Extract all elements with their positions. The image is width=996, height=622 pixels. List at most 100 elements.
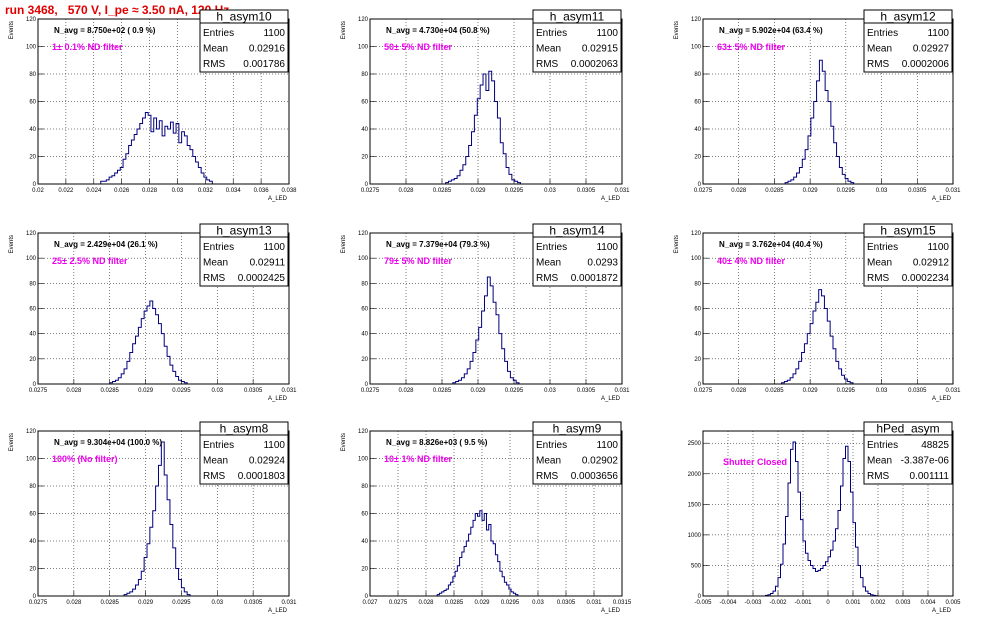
y-tick-label: 80 xyxy=(361,484,368,490)
stats-value: -3.387e-06 xyxy=(901,456,950,467)
stats-key: RMS xyxy=(203,59,226,70)
n-avg-label: N_avg = 2.429e+04 (26.1 %) xyxy=(54,240,158,249)
n-avg-label: N_avg = 8.750e+02 ( 0.9 %) xyxy=(54,26,156,35)
stats-key: Mean xyxy=(203,258,228,269)
x-tick-label: 0.001 xyxy=(845,600,861,606)
x-tick-label: 0.0305 xyxy=(577,388,596,394)
x-tick-label: 0.0295 xyxy=(505,388,524,394)
x-tick-label: 0.0295 xyxy=(837,188,856,194)
stats-value: 1100 xyxy=(596,28,618,39)
x-tick-label: 0.0275 xyxy=(29,388,48,394)
histogram-h_asym11 xyxy=(445,70,521,184)
x-tick-label: 0.028 xyxy=(142,188,158,194)
x-tick-label: 0.03 xyxy=(876,388,888,394)
stats-box xyxy=(199,236,289,287)
x-axis-label: A_LED xyxy=(268,396,288,402)
x-tick-label: 0.036 xyxy=(254,188,270,194)
panel-hPed_asym: -0.005 -0.004 -0.003 -0.002 -0.001 0 0.001 0.00… xyxy=(688,421,961,614)
filter-label: 40± 4% ND filter xyxy=(717,256,785,266)
stats-key: Mean xyxy=(203,44,228,55)
stats-histogram-name: h_asym13 xyxy=(216,224,272,238)
stats-key: Entries xyxy=(536,440,567,451)
panel-h_asym11: 0.0275 0.028 0.0285 0.029 0.0295 0.03 0.0305 0.… xyxy=(341,9,630,202)
x-axis-label: A_LED xyxy=(932,608,952,614)
stats-histogram-name: h_asym8 xyxy=(220,422,269,436)
x-axis-label: A_LED xyxy=(932,196,952,202)
histogram-h_asym15 xyxy=(781,289,854,384)
x-tick-label: 0.03 xyxy=(876,188,888,194)
y-axis-label: Events xyxy=(341,235,347,253)
x-axis-label: A_LED xyxy=(268,196,288,202)
stats-key: Mean xyxy=(536,258,561,269)
stats-key: RMS xyxy=(203,273,226,284)
stats-value: 1100 xyxy=(927,28,949,39)
stats-histogram-name: h_asym11 xyxy=(550,10,605,24)
histogram-h_asym8 xyxy=(123,441,191,596)
stats-value: 0.0293 xyxy=(587,258,618,269)
y-tick-label: 40 xyxy=(361,127,368,133)
x-tick-label: 0.0295 xyxy=(501,600,520,606)
y-tick-label: 100 xyxy=(358,457,369,463)
y-tick-label: 60 xyxy=(29,100,36,106)
x-axis-label: A_LED xyxy=(268,608,288,614)
y-tick-label: 20 xyxy=(29,357,36,363)
x-tick-label: 0.029 xyxy=(470,388,486,394)
x-tick-label: 0.031 xyxy=(281,600,297,606)
x-tick-label: 0.03 xyxy=(532,600,544,606)
y-tick-label: 60 xyxy=(694,307,701,313)
stats-value: 0.02915 xyxy=(582,44,619,55)
panel-h_asym9: 0.027 0.0275 0.028 0.0285 0.029 0.0295 0.03 0.0… xyxy=(341,421,632,614)
y-tick-label: 40 xyxy=(361,539,368,545)
y-tick-label: 20 xyxy=(694,357,701,363)
y-tick-label: 0 xyxy=(365,382,369,388)
y-tick-label: 80 xyxy=(361,281,368,287)
x-tick-label: 0.0285 xyxy=(101,600,120,606)
y-tick-label: 0 xyxy=(33,182,37,188)
y-tick-label: 0 xyxy=(698,594,702,600)
stats-value: 0.02916 xyxy=(249,44,286,55)
x-tick-label: 0.029 xyxy=(138,600,154,606)
stats-value: 1100 xyxy=(596,242,618,253)
y-axis-label: Events xyxy=(674,21,680,39)
x-tick-label: -0.001 xyxy=(794,600,812,606)
stats-key: Entries xyxy=(867,242,898,253)
y-tick-label: 120 xyxy=(358,17,369,23)
x-tick-label: 0.0305 xyxy=(908,188,927,194)
stats-value: 1100 xyxy=(263,242,285,253)
y-tick-label: 80 xyxy=(29,484,36,490)
x-tick-label: 0.0305 xyxy=(577,188,596,194)
y-tick-label: 60 xyxy=(361,100,368,106)
n-avg-label: N_avg = 5.902e+04 (63.4 %) xyxy=(719,26,823,35)
y-tick-label: 0 xyxy=(365,182,369,188)
stats-value: 1100 xyxy=(263,440,285,451)
y-tick-label: 20 xyxy=(361,567,368,573)
stats-histogram-name: h_asym9 xyxy=(553,422,602,436)
x-tick-label: 0.028 xyxy=(66,388,82,394)
y-tick-label: 60 xyxy=(361,512,368,518)
x-tick-label: 0.03 xyxy=(172,188,184,194)
y-tick-label: 20 xyxy=(29,155,36,161)
x-axis-label: A_LED xyxy=(601,196,621,202)
x-tick-label: 0.0315 xyxy=(613,600,632,606)
stats-key: Mean xyxy=(536,44,561,55)
stats-value: 1100 xyxy=(263,28,285,39)
x-tick-label: 0.03 xyxy=(211,388,223,394)
x-tick-label: 0.0305 xyxy=(557,600,576,606)
x-tick-label: 0.0275 xyxy=(694,388,713,394)
filter-label: 63± 5% ND filter xyxy=(717,42,785,52)
stats-value: 0.02911 xyxy=(250,258,286,269)
y-tick-label: 2000 xyxy=(688,472,702,478)
x-tick-label: 0.028 xyxy=(418,600,434,606)
x-tick-label: 0.038 xyxy=(281,188,297,194)
x-tick-label: 0.034 xyxy=(226,188,242,194)
stats-key: RMS xyxy=(536,273,559,284)
x-tick-label: 0.0305 xyxy=(244,388,263,394)
x-tick-label: 0.0285 xyxy=(433,388,452,394)
stats-key: Entries xyxy=(203,440,234,451)
x-tick-label: 0.03 xyxy=(211,600,223,606)
x-tick-label: 0.029 xyxy=(803,188,819,194)
panel-h_asym8: 0.0275 0.028 0.0285 0.029 0.0295 0.03 0.0305 0.… xyxy=(9,421,297,614)
stats-key: Mean xyxy=(867,456,892,467)
x-tick-label: 0.0295 xyxy=(837,388,856,394)
